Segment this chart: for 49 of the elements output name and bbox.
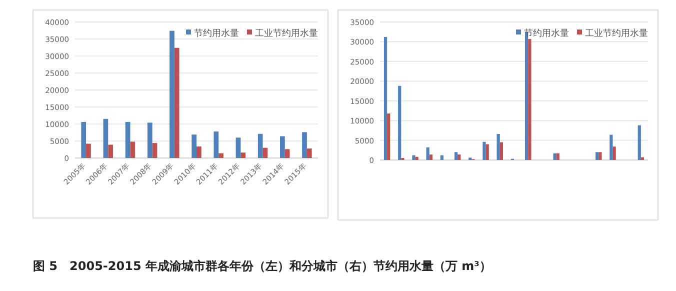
bar <box>258 134 263 158</box>
bar <box>610 134 613 160</box>
bar <box>174 48 180 158</box>
bar <box>147 122 152 158</box>
caption: 图 5 2005-2015 年成渝城市群各年份（左）和分城市（右）节约用水量（万 m³） <box>33 259 492 273</box>
bar <box>108 144 113 158</box>
bar <box>302 132 307 158</box>
bar <box>306 148 312 158</box>
bar <box>280 136 285 158</box>
bar <box>130 142 136 158</box>
bar <box>125 122 130 158</box>
bar <box>426 147 430 160</box>
bar <box>284 149 290 158</box>
legend-label: 节约用水量 <box>194 28 239 39</box>
bar <box>196 146 202 158</box>
bar <box>192 134 196 158</box>
bar <box>412 155 416 160</box>
bar <box>638 125 641 160</box>
bar <box>486 144 489 160</box>
bar <box>262 148 268 158</box>
legend-label: 工业节约用水量 <box>255 28 318 39</box>
bar <box>496 134 500 160</box>
bar <box>415 156 418 160</box>
bar <box>640 157 644 160</box>
bar <box>458 154 461 160</box>
bar <box>218 153 224 158</box>
legend-label: 工业节约用水量 <box>585 28 648 39</box>
bar <box>440 155 444 160</box>
bar <box>398 86 402 160</box>
bar <box>596 152 599 160</box>
bar <box>214 131 219 158</box>
bar <box>384 36 388 160</box>
bar <box>598 152 602 160</box>
bar <box>429 154 432 160</box>
bar <box>387 113 390 160</box>
bar <box>612 146 616 160</box>
bar <box>454 152 458 160</box>
bar <box>81 122 86 158</box>
bar <box>482 142 486 160</box>
bar <box>500 142 503 160</box>
bar <box>170 30 174 158</box>
bar <box>86 144 91 158</box>
bar <box>528 38 532 160</box>
bar <box>152 143 158 158</box>
bar <box>103 118 108 158</box>
bar <box>553 153 556 160</box>
bar <box>236 138 241 158</box>
bar <box>240 152 246 158</box>
bar <box>556 153 560 160</box>
